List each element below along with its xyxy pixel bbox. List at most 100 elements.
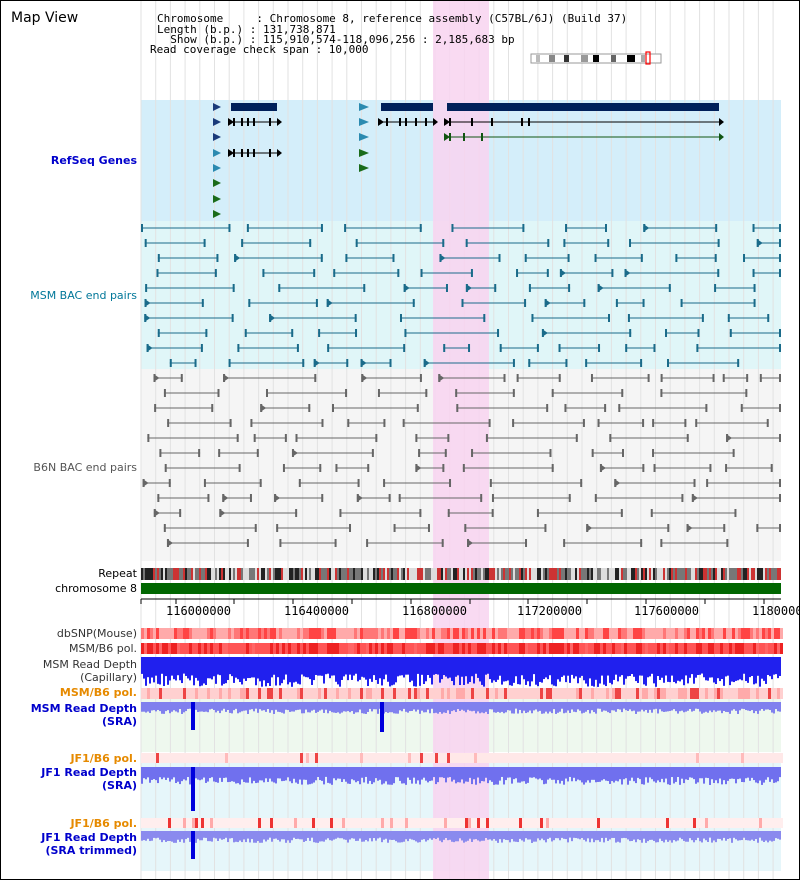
repeat-stripe bbox=[755, 568, 757, 580]
read-depth-bar bbox=[249, 657, 251, 679]
polymorphism-cell bbox=[204, 818, 207, 828]
read-depth-bar bbox=[653, 702, 655, 710]
read-depth-bar bbox=[483, 702, 485, 714]
repeat-stripe bbox=[551, 568, 553, 580]
polymorphism-cell bbox=[159, 643, 162, 654]
repeat-stripe bbox=[463, 568, 465, 580]
read-depth-bar bbox=[525, 657, 527, 685]
track-label-msm-bac[interactable]: MSM BAC end pairs bbox=[30, 289, 137, 302]
polymorphism-cell bbox=[339, 753, 342, 763]
read-depth-bar bbox=[479, 657, 481, 682]
polymorphism-cell bbox=[603, 688, 606, 699]
bac-end-marker bbox=[461, 299, 464, 307]
read-depth-bar bbox=[707, 657, 709, 681]
repeat-stripe bbox=[773, 568, 775, 580]
read-depth-bar bbox=[181, 702, 183, 714]
bac-end-marker bbox=[320, 254, 323, 262]
repeat-stripe bbox=[143, 568, 145, 580]
track-label-msm-depth-capillary[interactable]: MSM Read Depth bbox=[42, 658, 137, 671]
polymorphism-cell bbox=[246, 753, 249, 763]
polymorphism-cell bbox=[339, 643, 342, 654]
read-depth-bar bbox=[377, 702, 379, 714]
polymorphism-cell bbox=[765, 688, 768, 699]
track-label-b6n-bac[interactable]: B6N BAC end pairs bbox=[33, 461, 137, 474]
read-depth-bar bbox=[353, 767, 355, 781]
track-label-msm-depth-sra[interactable]: MSM Read Depth bbox=[30, 702, 137, 715]
polymorphism-cell bbox=[597, 643, 600, 654]
read-depth-bar bbox=[303, 831, 305, 842]
track-label-dbsnp[interactable]: dbSNP(Mouse) bbox=[56, 627, 137, 640]
read-depth-bar bbox=[407, 702, 409, 713]
gene-exon bbox=[481, 133, 483, 141]
repeat-stripe bbox=[343, 568, 345, 580]
polymorphism-cell bbox=[738, 688, 741, 699]
polymorphism-cell bbox=[423, 643, 426, 654]
bac-end-marker bbox=[427, 524, 430, 532]
read-depth-bar bbox=[629, 657, 631, 676]
polymorphism-cell bbox=[597, 818, 600, 828]
polymorphism-cell bbox=[273, 628, 276, 639]
repeat-stripe bbox=[607, 568, 609, 580]
polymorphism-cell bbox=[333, 818, 336, 828]
polymorphism-cell bbox=[426, 643, 429, 654]
polymorphism-cell bbox=[174, 818, 177, 828]
read-depth-bar bbox=[497, 702, 499, 712]
read-depth-bar bbox=[339, 831, 341, 839]
polymorphism-cell bbox=[396, 753, 399, 763]
bac-end-marker bbox=[200, 344, 203, 352]
polymorphism-cell bbox=[486, 643, 489, 654]
read-depth-bar bbox=[513, 767, 515, 780]
repeat-stripe bbox=[211, 568, 213, 580]
read-depth-bar bbox=[239, 767, 241, 785]
bac-end-marker bbox=[667, 359, 670, 367]
read-depth-bar bbox=[333, 767, 335, 779]
read-depth-bar bbox=[685, 767, 687, 780]
polymorphism-cell bbox=[360, 628, 363, 639]
track-label-refseq[interactable]: RefSeq Genes bbox=[50, 154, 137, 167]
read-depth-bar bbox=[325, 831, 327, 840]
track-label-msm-b6-pol[interactable]: MSM/B6 pol. bbox=[69, 642, 137, 655]
bac-end-arrow bbox=[544, 299, 551, 307]
bac-end-marker bbox=[402, 419, 405, 427]
polymorphism-cell bbox=[147, 688, 150, 699]
read-depth-bar bbox=[551, 767, 553, 780]
track-label-chromosome[interactable]: chromosome 8 bbox=[55, 582, 137, 595]
read-depth-bar bbox=[451, 767, 453, 782]
polymorphism-cell bbox=[171, 628, 174, 639]
repeat-stripe bbox=[149, 568, 151, 580]
read-depth-bar bbox=[363, 831, 365, 842]
read-depth-bar bbox=[367, 831, 369, 842]
polymorphism-cell bbox=[405, 818, 408, 828]
read-depth-bar bbox=[359, 831, 361, 839]
read-depth-bar bbox=[289, 702, 291, 712]
polymorphism-cell bbox=[546, 753, 549, 763]
repeat-stripe bbox=[417, 568, 419, 580]
read-depth-bar bbox=[413, 831, 415, 841]
track-label-repeat[interactable]: Repeat bbox=[98, 567, 137, 580]
track-label-jf1-depth-sra[interactable]: JF1 Read Depth bbox=[41, 766, 137, 779]
read-depth-bar bbox=[509, 657, 511, 686]
read-depth-bar bbox=[383, 767, 385, 784]
repeat-stripe bbox=[615, 568, 617, 580]
polymorphism-cell bbox=[435, 628, 438, 639]
track-label-jf1-b6-pol-2[interactable]: JF1/B6 pol. bbox=[70, 817, 137, 830]
polymorphism-cell bbox=[141, 688, 144, 699]
polymorphism-cell bbox=[360, 818, 363, 828]
polymorphism-cell bbox=[441, 818, 444, 828]
polymorphism-cell bbox=[564, 628, 567, 639]
polymorphism-cell bbox=[297, 753, 300, 763]
track-label-jf1-b6-pol[interactable]: JF1/B6 pol. bbox=[70, 752, 137, 765]
track-label-msm-b6-pol-2[interactable]: MSM/B6 pol. bbox=[59, 686, 137, 699]
polymorphism-cell bbox=[387, 688, 390, 699]
read-depth-bar bbox=[301, 831, 303, 840]
read-depth-bar bbox=[575, 657, 577, 677]
bac-end-marker bbox=[640, 254, 643, 262]
track-label-jf1-depth-trimmed[interactable]: JF1 Read Depth bbox=[41, 831, 137, 844]
read-depth-bar bbox=[421, 702, 423, 711]
read-depth-bar bbox=[493, 702, 495, 713]
bac-end-marker bbox=[745, 389, 748, 397]
polymorphism-cell bbox=[249, 753, 252, 763]
polymorphism-cell bbox=[414, 688, 417, 699]
bac-end-marker bbox=[447, 434, 450, 442]
